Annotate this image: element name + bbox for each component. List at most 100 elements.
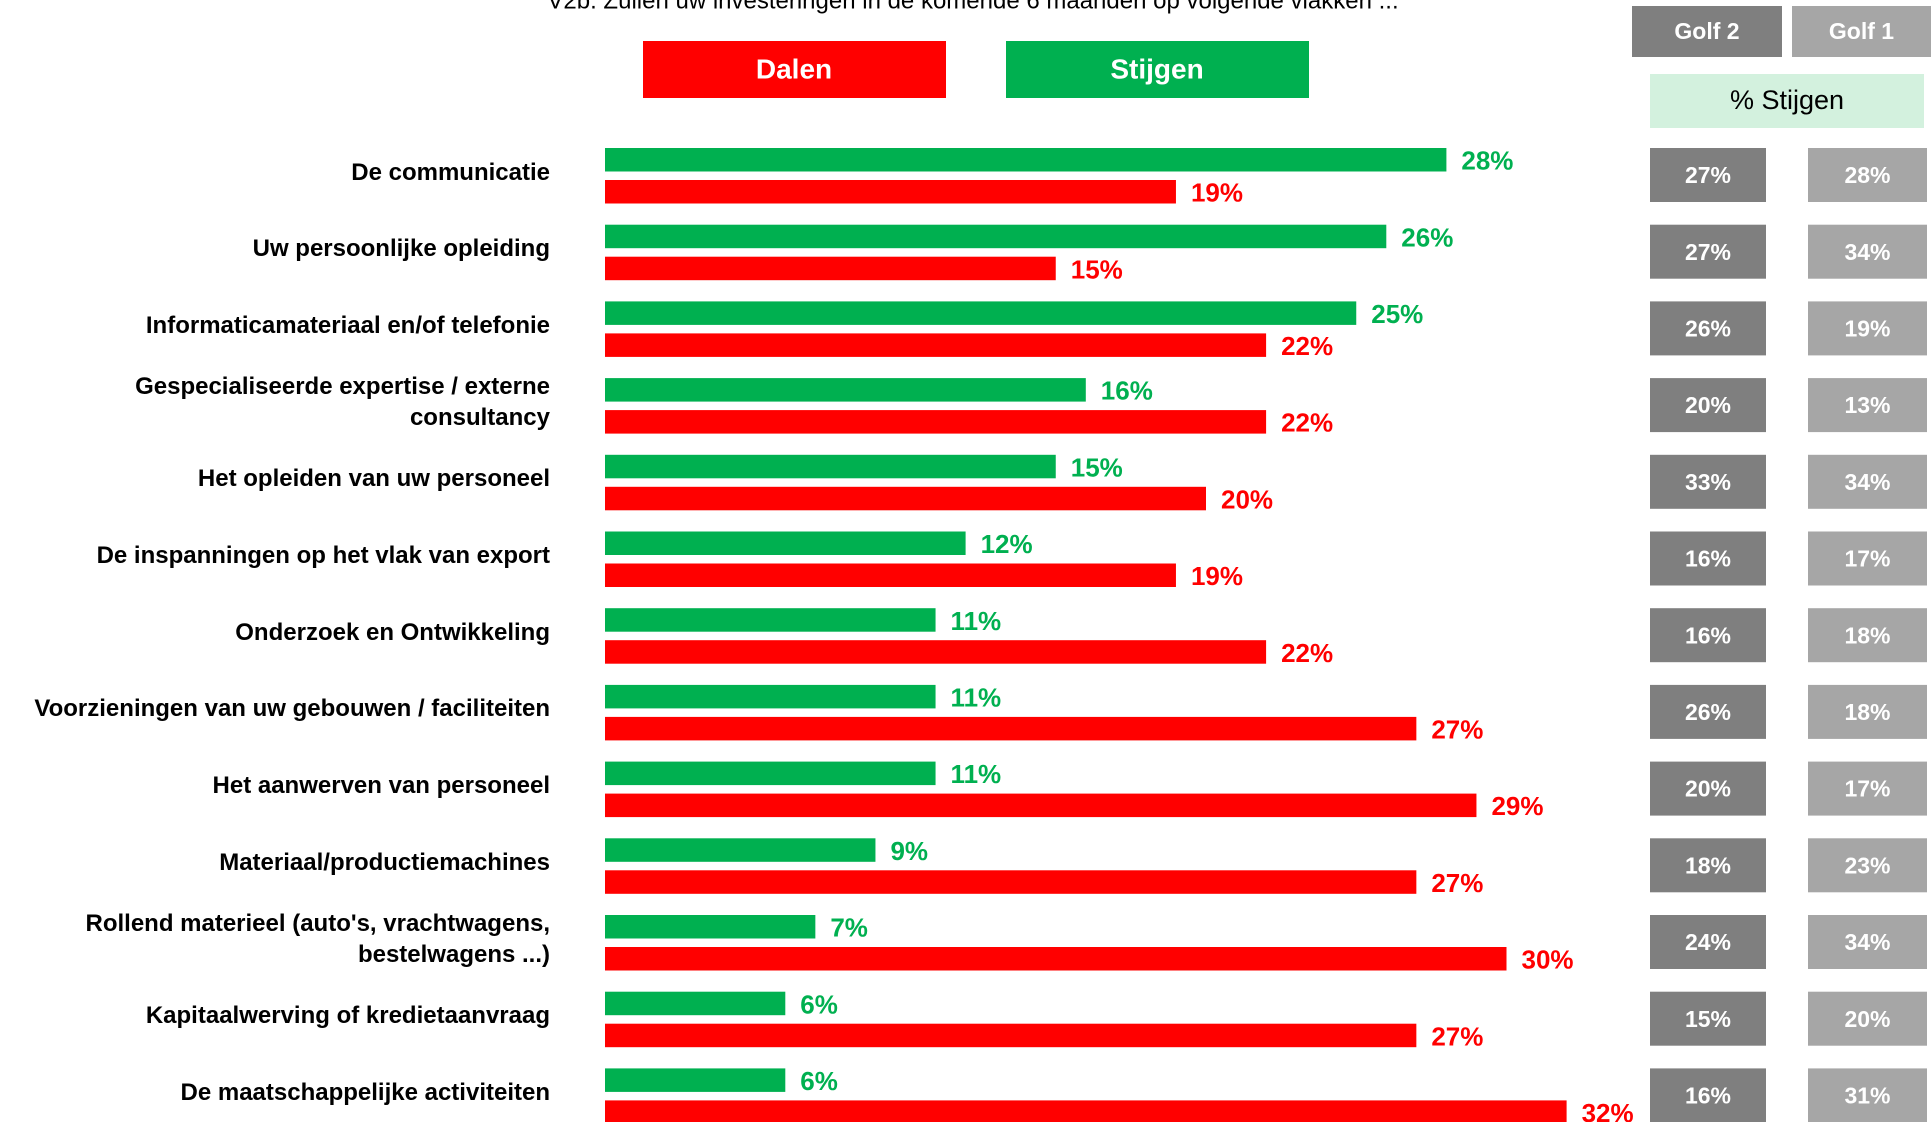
category-label: Het opleiden van uw personeel	[197, 465, 550, 493]
value-label: 19%	[1191, 561, 1243, 591]
bar	[605, 1023, 1417, 1048]
value-label: 15%	[1071, 254, 1123, 284]
value-label: 6%	[800, 1066, 838, 1096]
table-cell-bg	[1808, 454, 1927, 509]
bar	[605, 378, 1086, 402]
table-column-header-bg	[1792, 6, 1931, 57]
table-cell: 28%	[1844, 162, 1890, 188]
value-label: 22%	[1281, 638, 1333, 668]
table-cell: 19%	[1844, 315, 1890, 341]
table-column-header: Golf 2	[1674, 18, 1739, 44]
table-cell-bg	[1650, 608, 1766, 663]
table-header-bg	[1650, 74, 1924, 128]
value-label: 11%	[951, 683, 1002, 713]
table-cell-bg	[1650, 378, 1766, 433]
value-label: 29%	[1491, 791, 1543, 821]
table-cell-bg	[1808, 148, 1927, 202]
table-cell: 17%	[1844, 776, 1890, 802]
category-label: Voorzieningen van uw gebouwen / facilite…	[34, 695, 550, 723]
table-cell: 26%	[1685, 699, 1731, 725]
value-label: 19%	[1191, 178, 1243, 208]
value-label: 30%	[1522, 945, 1574, 975]
table-cell: 27%	[1685, 162, 1731, 188]
value-label: 16%	[1101, 376, 1153, 406]
table-cell-bg	[1808, 991, 1927, 1046]
category-label: Het aanwerven van personeel	[212, 772, 550, 800]
table-cell-bg	[1650, 915, 1766, 969]
bar	[605, 531, 966, 555]
category-label: Uw persoonlijke opleiding	[252, 235, 550, 263]
table-cell: 16%	[1685, 622, 1731, 648]
value-label: 28%	[1461, 146, 1513, 176]
table-cell: 18%	[1685, 852, 1731, 878]
bar	[605, 180, 1176, 204]
table-cell-bg	[1650, 148, 1766, 202]
value-label: 27%	[1431, 868, 1483, 898]
table-cell: 23%	[1844, 852, 1890, 878]
category-label: Rollend materieel (auto's, vrachtwagens,…	[85, 910, 550, 968]
bar	[605, 563, 1176, 587]
bar	[605, 1100, 1567, 1122]
value-label: 12%	[981, 529, 1033, 559]
table-cell: 17%	[1844, 546, 1890, 572]
table-cell: 18%	[1844, 699, 1890, 725]
table-cell: 15%	[1685, 1006, 1731, 1032]
table-cell: 20%	[1844, 1006, 1890, 1032]
value-label: 20%	[1221, 484, 1273, 514]
bar	[605, 256, 1056, 281]
table-cell: 13%	[1844, 392, 1890, 418]
bar	[605, 1068, 786, 1092]
value-label: 15%	[1071, 452, 1123, 482]
bar	[605, 486, 1206, 511]
legend-swatch	[1006, 41, 1309, 98]
table-cell: 16%	[1685, 546, 1731, 572]
table-cell: 16%	[1685, 1082, 1731, 1108]
table-cell-bg	[1650, 991, 1766, 1046]
table-cell-bg	[1650, 301, 1766, 356]
value-label: 22%	[1281, 408, 1333, 438]
bar	[605, 410, 1267, 434]
value-label: 7%	[830, 913, 868, 943]
table-cell: 34%	[1844, 929, 1890, 955]
bar	[605, 684, 936, 709]
value-label: 32%	[1582, 1098, 1634, 1122]
bar	[605, 915, 816, 939]
table-cell-bg	[1808, 838, 1927, 893]
table-cell: 24%	[1685, 929, 1731, 955]
table-cell: 34%	[1844, 469, 1890, 495]
value-label: 27%	[1431, 715, 1483, 745]
table-cell-bg	[1650, 838, 1766, 893]
table-cell-bg	[1650, 761, 1766, 816]
table-cell: 34%	[1844, 239, 1890, 265]
bar	[605, 793, 1477, 818]
table-cell-bg	[1808, 378, 1927, 433]
table-cell-bg	[1808, 1068, 1927, 1122]
table-cell: 26%	[1685, 315, 1731, 341]
value-label: 9%	[890, 836, 928, 866]
value-label: 25%	[1371, 299, 1423, 329]
value-label: 26%	[1401, 222, 1453, 252]
value-label: 11%	[951, 606, 1002, 636]
bar	[605, 838, 876, 862]
bar	[605, 640, 1267, 664]
category-label: Informaticamateriaal en/of telefonie	[145, 311, 550, 339]
category-label: De maatschappelijke activiteiten	[180, 1078, 551, 1106]
category-label: De communicatie	[351, 158, 550, 186]
value-label: 11%	[951, 759, 1002, 789]
value-label: 22%	[1281, 331, 1333, 361]
legend-swatch	[643, 41, 946, 98]
bar	[605, 224, 1387, 249]
table-cell: 27%	[1685, 239, 1731, 265]
table-cell: 33%	[1685, 469, 1731, 495]
table-cell-bg	[1650, 1068, 1766, 1122]
table-column-header: Golf 1	[1829, 18, 1894, 44]
bar	[605, 761, 936, 786]
table-cell-bg	[1808, 684, 1927, 739]
table-header: % Stijgen	[1730, 85, 1844, 115]
chart-title: V2b. Zullen uw investeringen in de komen…	[547, 0, 1398, 14]
table-cell-bg	[1650, 684, 1766, 739]
category-label: Kapitaalwerving of kredietaanvraag	[145, 1002, 550, 1030]
bar	[605, 454, 1056, 479]
